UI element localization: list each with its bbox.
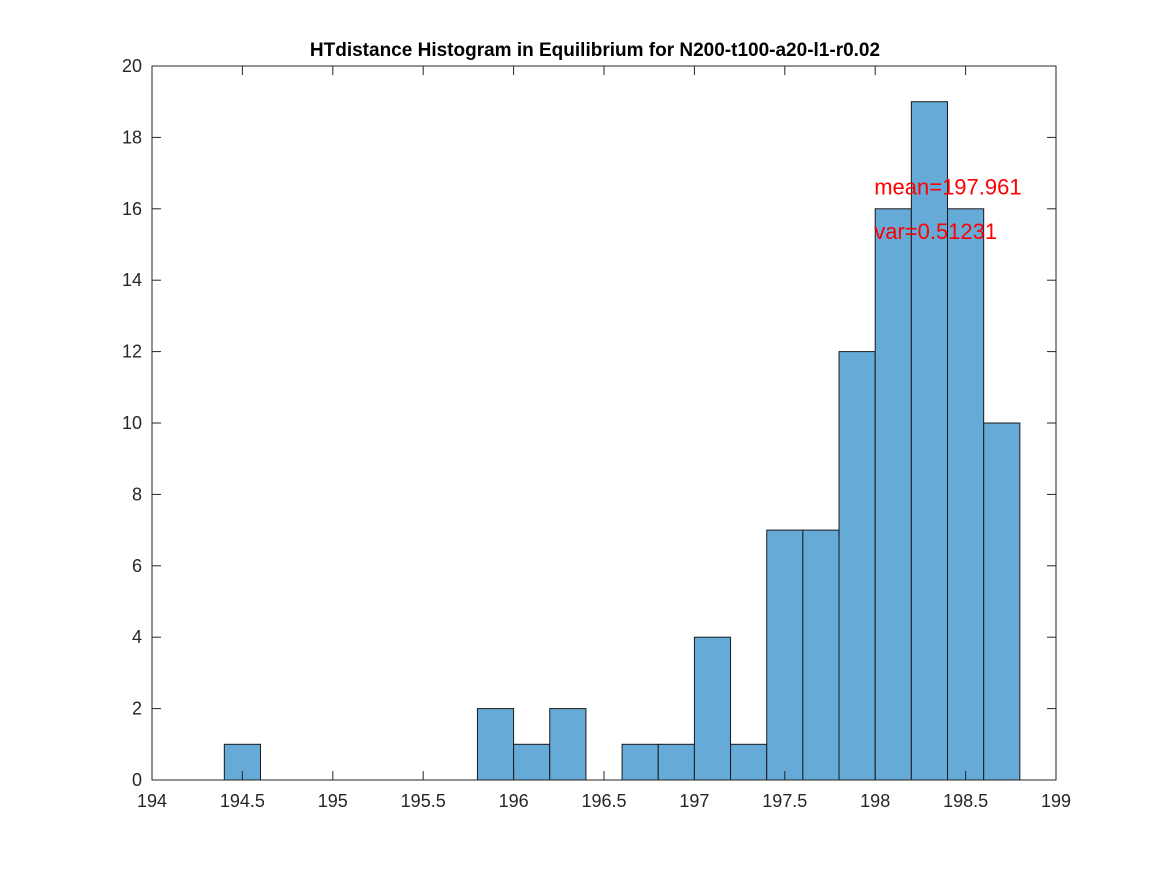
histogram-bar xyxy=(766,529,804,781)
stat-annotation: var=0.51231 xyxy=(874,219,997,244)
x-tick-label: 198 xyxy=(860,791,890,811)
y-tick-label: 0 xyxy=(132,770,142,790)
x-tick-label: 197.5 xyxy=(762,791,807,811)
y-tick-label: 10 xyxy=(122,413,142,433)
y-tick-label: 4 xyxy=(132,627,142,647)
histogram-bar xyxy=(730,743,768,781)
axes: 194 194.5 195 195.5 196 196.5 197 197.5 198 198.5… xyxy=(122,56,1071,811)
histogram-bar xyxy=(802,529,840,781)
histogram-bar xyxy=(910,101,949,781)
y-tick-label: 8 xyxy=(132,484,142,504)
y-tick-label: 20 xyxy=(122,56,142,76)
y-tick-label: 6 xyxy=(132,556,142,576)
histogram-bar xyxy=(549,708,587,781)
x-tick-label: 195.5 xyxy=(401,791,446,811)
histogram-bar xyxy=(983,422,1021,781)
x-tick-label: 194 xyxy=(137,791,167,811)
y-tick-label: 12 xyxy=(122,342,142,362)
x-tick-label: 196 xyxy=(499,791,529,811)
histogram-bars xyxy=(223,101,1021,781)
histogram-bar xyxy=(947,208,985,781)
x-tick-label: 197 xyxy=(679,791,709,811)
histogram-bar xyxy=(657,743,695,781)
histogram-bar xyxy=(838,351,876,781)
histogram-bar xyxy=(621,743,659,781)
histogram-bar xyxy=(476,708,515,781)
y-tick-label: 18 xyxy=(122,127,142,147)
histogram-bar xyxy=(874,208,912,781)
y-tick-label: 14 xyxy=(122,270,142,290)
stat-annotation: mean=197.961 xyxy=(874,175,1021,200)
y-tick-label: 2 xyxy=(132,699,142,719)
x-tick-label: 196.5 xyxy=(581,791,626,811)
y-tick-label: 16 xyxy=(122,199,142,219)
x-tick-label: 198.5 xyxy=(943,791,988,811)
stats-annotations: mean=197.961 var=0.51231 xyxy=(874,175,1021,245)
x-tick-label: 199 xyxy=(1041,791,1071,811)
histogram-bar xyxy=(513,743,551,781)
x-tick-label: 195 xyxy=(318,791,348,811)
x-tick-label: 194.5 xyxy=(220,791,265,811)
histogram-bar xyxy=(693,636,732,781)
chart-title: HTdistance Histogram in Equilibrium for … xyxy=(310,40,880,61)
